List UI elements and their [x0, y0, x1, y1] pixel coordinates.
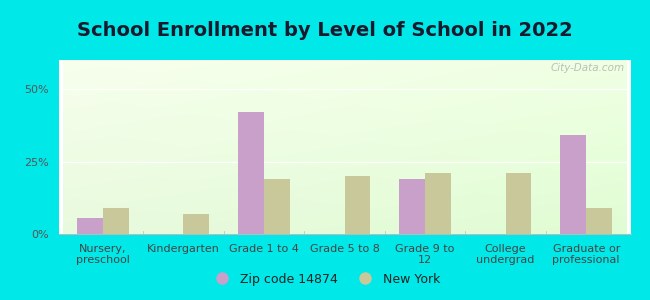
- Bar: [103, 208, 129, 234]
- Text: School Enrollment by Level of School in 2022: School Enrollment by Level of School in …: [77, 21, 573, 40]
- Bar: [586, 208, 612, 234]
- Bar: [560, 135, 586, 234]
- Bar: [77, 218, 103, 234]
- Bar: [264, 179, 290, 234]
- Bar: [506, 173, 532, 234]
- Text: City-Data.com: City-Data.com: [551, 64, 625, 74]
- Bar: [399, 179, 425, 234]
- Bar: [425, 173, 451, 234]
- Bar: [344, 176, 370, 234]
- Bar: [238, 112, 264, 234]
- Legend: Zip code 14874, New York: Zip code 14874, New York: [205, 268, 445, 291]
- Bar: [183, 214, 209, 234]
